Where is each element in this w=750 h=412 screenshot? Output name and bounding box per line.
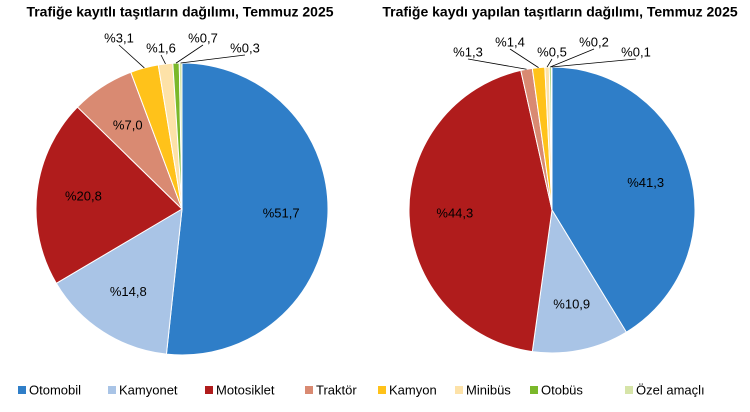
data-label: %0,7 bbox=[188, 30, 218, 45]
data-label: %10,9 bbox=[553, 297, 590, 312]
data-label: %51,7 bbox=[263, 206, 300, 221]
data-label: %3,1 bbox=[104, 30, 134, 45]
data-label: %7,0 bbox=[113, 117, 143, 132]
legend-swatch bbox=[378, 386, 386, 394]
legend-label: Traktör bbox=[316, 382, 357, 397]
data-label: %41,3 bbox=[627, 175, 664, 190]
pie-slice bbox=[35, 106, 183, 285]
pie-slice bbox=[55, 208, 183, 355]
chart-title: Trafiğe kaydı yapılan taşıtların dağılım… bbox=[382, 4, 738, 20]
leader-line bbox=[509, 48, 539, 68]
leader-line bbox=[175, 44, 204, 64]
legend-swatch bbox=[205, 386, 213, 394]
leader-line bbox=[467, 58, 527, 70]
legend-swatch bbox=[18, 386, 26, 394]
leader-line bbox=[551, 58, 637, 68]
legend-swatch bbox=[108, 386, 116, 394]
pie-slice bbox=[408, 69, 553, 353]
leader-line bbox=[546, 58, 553, 68]
leader-line bbox=[160, 54, 166, 65]
pie-slice bbox=[165, 62, 329, 356]
legend-label: Otobüs bbox=[541, 382, 583, 397]
legend-swatch bbox=[455, 386, 463, 394]
legend-label: Kamyonet bbox=[119, 382, 178, 397]
legend-swatch bbox=[530, 386, 538, 394]
data-label: %0,1 bbox=[621, 44, 651, 59]
data-label: %1,3 bbox=[453, 44, 483, 59]
data-label: %14,8 bbox=[110, 284, 147, 299]
legend-swatch bbox=[625, 386, 633, 394]
leader-line bbox=[550, 48, 595, 68]
pie-slice bbox=[531, 208, 628, 354]
data-label: %0,2 bbox=[579, 34, 609, 49]
leader-line bbox=[180, 54, 246, 64]
data-label: %1,4 bbox=[495, 34, 525, 49]
legend-label: Özel amaçlı bbox=[636, 382, 705, 397]
legend-label: Motosiklet bbox=[216, 382, 275, 397]
data-label: %0,3 bbox=[230, 40, 260, 55]
leader-line bbox=[118, 44, 145, 69]
chart-title: Trafiğe kayıtlı taşıtların dağılımı, Tem… bbox=[26, 4, 333, 20]
legend-label: Otomobil bbox=[29, 382, 81, 397]
data-label: %44,3 bbox=[436, 205, 473, 220]
data-label: %20,8 bbox=[65, 189, 102, 204]
legend-label: Minibüs bbox=[466, 382, 511, 397]
data-label: %1,6 bbox=[146, 40, 176, 55]
legend-swatch bbox=[305, 386, 313, 394]
pie-slice bbox=[551, 66, 696, 333]
data-label: %0,5 bbox=[537, 44, 567, 59]
legend-label: Kamyon bbox=[389, 382, 437, 397]
